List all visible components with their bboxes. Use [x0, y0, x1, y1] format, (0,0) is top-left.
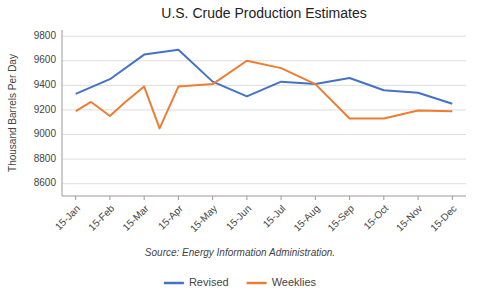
grid-line	[62, 85, 466, 86]
legend-item: Revised	[164, 276, 229, 288]
series-line	[76, 61, 453, 129]
legend-swatch	[247, 282, 267, 285]
x-tick	[246, 196, 247, 200]
x-tick	[109, 196, 110, 200]
grid-line	[62, 60, 466, 61]
x-tick-label: 15-May	[188, 203, 219, 234]
grid	[62, 36, 466, 184]
x-tick	[418, 196, 419, 200]
grid-line	[62, 36, 466, 37]
x-tick-label: 15-Nov	[394, 203, 425, 234]
annotation: Source: Energy Information Administratio…	[145, 247, 335, 258]
legend-label: Revised	[189, 276, 229, 288]
x-tick	[144, 196, 145, 200]
x-tick	[315, 196, 316, 200]
x-tick-label: 15-Aug	[291, 203, 322, 234]
y-tick-label: 9000	[34, 128, 57, 139]
x-tick-label: 15-Jan	[53, 203, 82, 232]
x-tick-label: 15-Jul	[261, 203, 288, 230]
legend-label: Weeklies	[272, 276, 317, 288]
x-tick	[281, 196, 282, 200]
x-tick	[178, 196, 179, 200]
x-tick	[212, 196, 213, 200]
x-tick	[349, 196, 350, 200]
grid-line	[62, 134, 466, 135]
x-axis-line	[62, 196, 466, 197]
x-tick-label: 15-Mar	[120, 202, 151, 233]
legend-item: Weeklies	[247, 276, 317, 288]
y-tick-label: 9600	[34, 54, 57, 65]
x-tick	[383, 196, 384, 200]
y-tick-label: 8600	[34, 177, 57, 188]
x-tick	[75, 196, 76, 200]
x-tick-label: 15-Oct	[361, 203, 390, 232]
grid-line	[62, 109, 466, 110]
title: U.S. Crude Production Estimates	[161, 5, 366, 21]
x-tick-label: 15-Sep	[326, 202, 357, 233]
y-tick-label: 9400	[34, 79, 57, 90]
grid-line	[62, 183, 466, 184]
legend: Revised Weeklies	[164, 276, 317, 288]
x-tick-label: 15-Dec	[428, 203, 459, 234]
y-tick-label: 9800	[34, 30, 57, 41]
x-tick-label: 15-Feb	[86, 202, 116, 232]
x-tick-label: 15-Apr	[156, 202, 185, 231]
x-tick	[452, 196, 453, 200]
chart: U.S. Crude Production Estimates Thousand …	[0, 0, 480, 300]
y-tick-label: 9200	[34, 104, 57, 115]
y-tick-label: 8800	[34, 153, 57, 164]
grid-line	[62, 159, 466, 160]
plot-area	[76, 50, 453, 129]
y-axis-line	[62, 30, 63, 196]
legend-swatch	[164, 282, 184, 285]
y-axis-label: Thousand Barrels Per Day	[7, 54, 18, 172]
x-tick-label: 15-Jun	[224, 203, 253, 232]
